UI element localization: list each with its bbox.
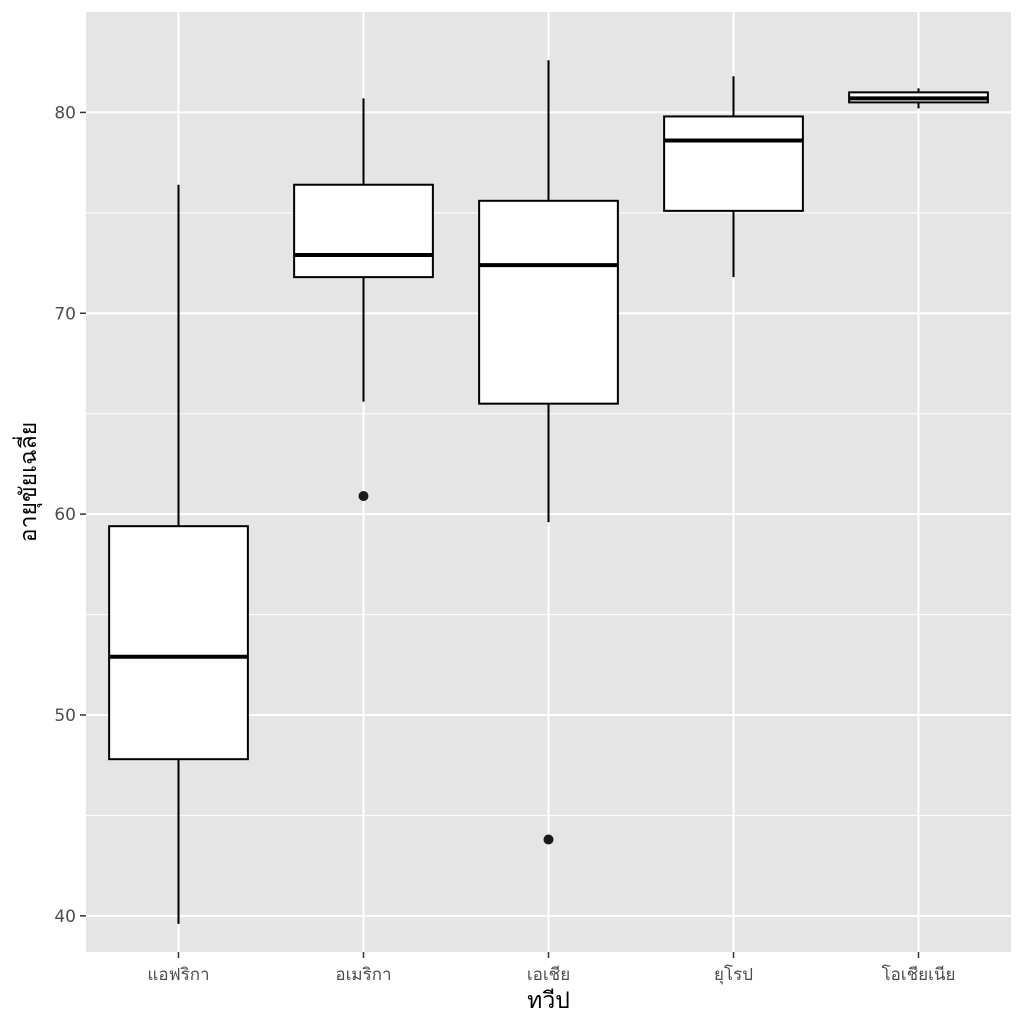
x-tick-label: ยุโรป xyxy=(714,964,753,985)
box-group xyxy=(478,60,619,845)
box-group xyxy=(848,88,989,109)
y-tick-label: 50 xyxy=(54,706,76,726)
y-tick-label: 60 xyxy=(54,505,76,525)
x-axis: แอฟริกา อเมริกา เอเชีย ยุโรป โอเชียเนีย xyxy=(147,952,956,985)
x-tick-label: แอฟริกา xyxy=(147,965,209,985)
iqr-box xyxy=(478,199,619,405)
y-tick-label: 80 xyxy=(54,103,76,123)
y-axis-title: อายุขัยเฉลี่ย xyxy=(12,422,42,543)
y-tick-label: 40 xyxy=(54,907,76,927)
iqr-box xyxy=(663,115,804,212)
x-tick-label: โอเชียเนีย xyxy=(881,964,955,985)
y-tick-label: 70 xyxy=(54,304,76,324)
y-axis: 40 50 60 70 80 xyxy=(54,103,86,927)
box-group xyxy=(293,98,434,502)
iqr-box xyxy=(293,183,434,279)
x-tick-label: อเมริกา xyxy=(335,965,391,985)
x-axis-title: ทวีป xyxy=(527,988,570,1014)
x-tick-label: เอเชีย xyxy=(527,965,570,985)
outlier-point xyxy=(543,834,554,845)
box-group xyxy=(663,76,804,278)
outlier-point xyxy=(358,491,369,502)
box-series xyxy=(108,60,989,924)
box-group xyxy=(108,184,249,924)
iqr-box xyxy=(108,525,249,761)
